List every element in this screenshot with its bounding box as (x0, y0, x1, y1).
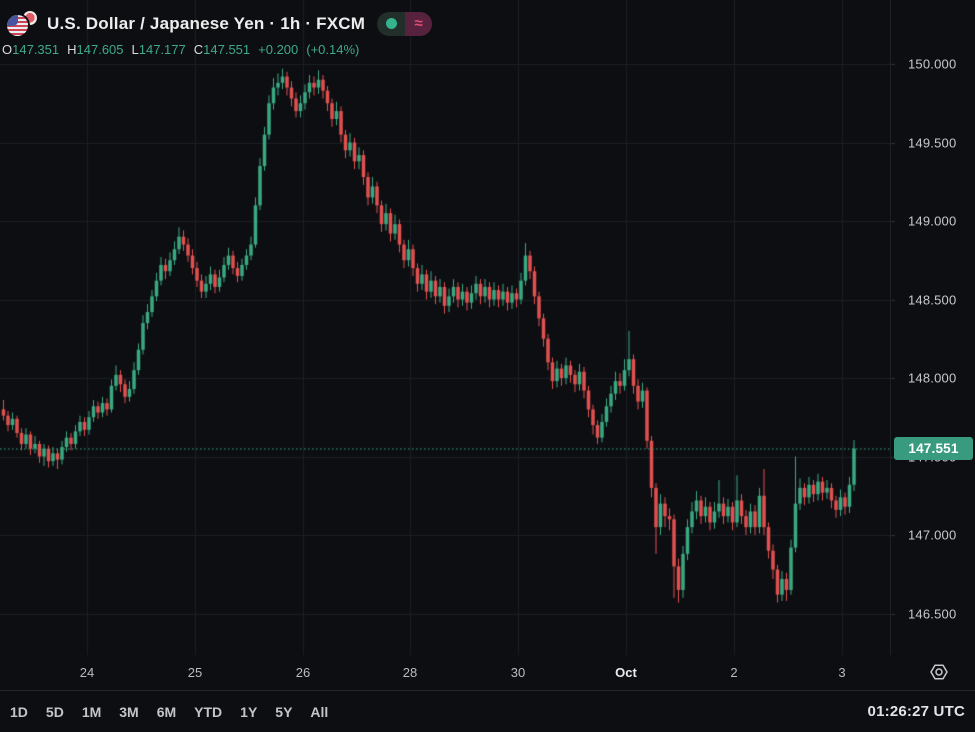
us-flag-icon (7, 15, 28, 36)
price-axis-label: 149.000 (908, 213, 957, 229)
axis-settings-gear-icon[interactable] (928, 662, 950, 682)
close-value: 147.551 (203, 42, 251, 57)
clock-utc: 01:26:27 UTC (867, 703, 965, 720)
range-button-1m[interactable]: 1M (81, 703, 102, 720)
symbol-status-pills[interactable]: ≈ (377, 11, 433, 36)
range-button-1d[interactable]: 1D (10, 703, 28, 720)
usdjpy-pair-flag-icon (7, 11, 38, 36)
range-button-1y[interactable]: 1Y (240, 703, 258, 720)
range-button-5y[interactable]: 5Y (275, 703, 293, 720)
time-axis-label: 3 (838, 665, 846, 680)
price-axis-label: 148.000 (908, 370, 957, 386)
range-button-ytd[interactable]: YTD (194, 703, 223, 720)
range-button-all[interactable]: All (310, 703, 329, 720)
change-percent: (+0.14%) (306, 42, 360, 57)
price-axis-label: 148.500 (908, 292, 957, 307)
range-button-5d[interactable]: 5D (45, 703, 64, 720)
open-label: O (2, 42, 13, 57)
low-value: 147.177 (138, 42, 186, 57)
current-price-badge: 147.551 (894, 436, 973, 460)
low-label: L (131, 42, 139, 57)
time-axis-label: 26 (295, 665, 311, 680)
time-axis-label: 24 (79, 665, 95, 680)
price-axis-label: 146.500 (908, 606, 957, 621)
market-open-dot-icon (385, 18, 397, 29)
open-value: 147.351 (12, 42, 60, 57)
time-axis-label: Oct (615, 665, 637, 680)
range-button-3m[interactable]: 3M (119, 703, 139, 720)
chart-header: U.S. Dollar / Japanese Yen · 1h · FXCM ≈… (0, 0, 433, 57)
date-range-toolbar: 1D 5D 1M 3M 6M YTD 1Y 5Y All 01:26:27 UTC (0, 690, 975, 732)
time-axis-label: 30 (510, 665, 526, 680)
symbol-title[interactable]: U.S. Dollar / Japanese Yen · 1h · FXCM (47, 13, 366, 33)
close-label: C (193, 42, 204, 57)
time-axis[interactable]: 24 25 26 28 30 Oct 2 3 (0, 655, 890, 690)
high-value: 147.605 (76, 42, 124, 57)
time-axis-label: 28 (402, 665, 418, 680)
time-axis-label: 25 (187, 665, 203, 680)
price-axis-label: 149.500 (908, 135, 957, 150)
ohlc-readout: O 147.351 H 147.605 L 147.177 C 147.551 +0.2… (2, 42, 432, 57)
delayed-data-icon[interactable]: ≈ (405, 11, 433, 36)
price-axis-label: 150.000 (908, 56, 957, 72)
change-value: +0.200 (258, 42, 299, 57)
price-axis-label: 147.000 (908, 527, 957, 543)
high-label: H (67, 42, 77, 57)
range-button-6m[interactable]: 6M (156, 703, 177, 720)
time-axis-label: 2 (730, 665, 738, 680)
market-open-indicator[interactable] (377, 11, 406, 36)
price-axis[interactable]: 150.000 149.500 149.000 148.500 148.000 147.5… (890, 0, 975, 655)
